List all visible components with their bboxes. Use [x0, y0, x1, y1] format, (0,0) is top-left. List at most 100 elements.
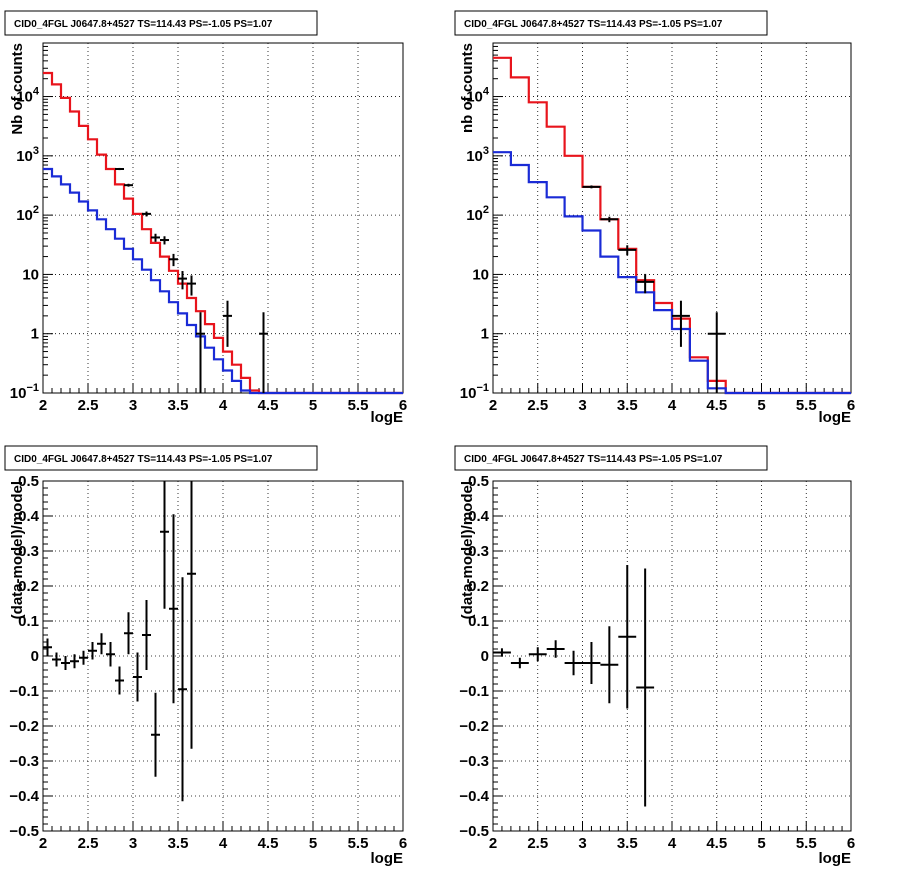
data-point: [187, 275, 196, 296]
y-tick-label: 0.2: [468, 578, 489, 595]
chart-title: CID0_4FGL J0647.8+4527 TS=114.43 PS=-1.0…: [464, 19, 723, 30]
data-point: [178, 271, 187, 290]
x-tick-label: 3.5: [168, 835, 189, 852]
y-tick-label: 0: [31, 648, 39, 665]
y-tick-label: 0.4: [18, 508, 40, 525]
chart-title-box: [454, 445, 768, 471]
x-tick-label: 5: [309, 835, 317, 852]
x-axis-title: logE: [371, 850, 404, 867]
y-tick-label: −0.1: [9, 683, 39, 700]
y-axis-title: (data-model)/model: [9, 481, 26, 619]
x-tick-label: 4.5: [258, 835, 279, 852]
y-tick-label: −0.2: [459, 718, 489, 735]
x-axis-title: logE: [819, 850, 852, 867]
y-tick-label: −0.2: [9, 718, 39, 735]
data-point: [178, 577, 187, 802]
y-axis-title: Nb of counts: [9, 43, 26, 135]
chart-title: CID0_4FGL J0647.8+4527 TS=114.43 PS=-1.0…: [14, 19, 273, 30]
data-point: [618, 565, 637, 709]
x-tick-label: 4: [668, 397, 677, 414]
x-tick-label: 2: [489, 397, 497, 414]
y-tick-label: 10: [472, 266, 489, 283]
x-tick-label: 6: [399, 835, 407, 852]
data-point: [528, 647, 547, 662]
y-tick-label: −0.4: [9, 788, 39, 805]
y-tick-label: 0.3: [468, 543, 489, 560]
y-tick-label: 10−1: [10, 382, 39, 402]
y-tick-label: 1: [31, 326, 39, 343]
y-tick-label: 0.5: [468, 473, 489, 490]
y-tick-label: 10: [22, 266, 39, 283]
data-point: [124, 183, 133, 187]
chart-panel-3: 2 2.5 3 3.5 4 4.5 5 5.5 6 −0.5 −0.4 −0.3 −0.2 −0.1 0 0.…: [4, 445, 407, 867]
data-point: [187, 481, 196, 749]
x-tick-label: 3.5: [168, 397, 189, 414]
y-tick-label: 0.1: [468, 613, 489, 630]
y-tick-label: 0.2: [18, 578, 39, 595]
data-point: [160, 236, 169, 245]
x-tick-label: 4: [668, 835, 677, 852]
data-point: [160, 481, 169, 609]
data-point: [61, 656, 70, 670]
y-tick-label: −0.5: [9, 823, 39, 840]
x-tick-label: 4: [219, 397, 228, 414]
plot-frame: [492, 480, 852, 832]
chart-panel-4: 2 2.5 3 3.5 4 4.5 5 5.5 6 −0.5 −0.4 −0.3 −0.2 −0.1 0 0.…: [454, 445, 855, 867]
x-tick-label: 2: [39, 397, 47, 414]
data-point: [582, 642, 601, 684]
x-tick-label: 3.5: [617, 397, 638, 414]
data-point: [582, 185, 601, 189]
x-tick-label: 2.5: [78, 835, 99, 852]
x-tick-label: 3: [578, 835, 586, 852]
chart-title-box: [4, 10, 318, 36]
x-tick-label: 3.5: [617, 835, 638, 852]
x-tick-label: 2.5: [527, 835, 548, 852]
x-tick-label: 3: [129, 397, 137, 414]
x-tick-label: 6: [847, 835, 855, 852]
y-tick-label: −0.4: [459, 788, 489, 805]
y-tick-label: 0.4: [468, 508, 490, 525]
y-tick-label: 104: [466, 86, 490, 106]
data-point: [600, 626, 619, 704]
data-point: [564, 650, 583, 676]
y-tick-label: 0: [481, 648, 489, 665]
chart-panel-1: 2 2.5 3 3.5 4 4.5 5 5.5 6 10−1 1 10 102 103 104 logE Nb …: [4, 10, 407, 426]
y-tick-label: −0.3: [9, 753, 39, 770]
x-tick-label: 2.5: [78, 397, 99, 414]
y-tick-label: 0.1: [18, 613, 39, 630]
x-tick-label: 5.5: [796, 397, 817, 414]
data-point: [169, 514, 178, 704]
x-tick-label: 4.5: [258, 397, 279, 414]
y-tick-label: 0.5: [18, 473, 39, 490]
y-tick-label: 104: [16, 86, 40, 106]
chart-title: CID0_4FGL J0647.8+4527 TS=114.43 PS=-1.0…: [14, 454, 273, 465]
data-point: [546, 640, 565, 658]
data-point: [169, 253, 178, 267]
data-point: [151, 233, 160, 242]
x-tick-label: 5.5: [796, 835, 817, 852]
x-tick-label: 2: [489, 835, 497, 852]
data-point: [115, 666, 124, 695]
x-tick-label: 5: [309, 397, 317, 414]
data-point: [672, 300, 690, 347]
x-tick-label: 5: [757, 397, 765, 414]
data-point: [493, 648, 511, 657]
y-tick-label: 103: [466, 145, 489, 165]
y-tick-label: 102: [16, 204, 39, 224]
x-axis-title: logE: [371, 409, 404, 426]
x-tick-label: 4: [219, 835, 228, 852]
x-tick-label: 2: [39, 835, 47, 852]
model-component-histogram: [43, 167, 403, 395]
data-point: [106, 642, 115, 667]
y-tick-label: −0.3: [459, 753, 489, 770]
data-point: [223, 300, 232, 347]
data-point: [636, 273, 655, 294]
data-point: [133, 652, 142, 702]
y-tick-label: 0.3: [18, 543, 39, 560]
data-point: [196, 312, 205, 393]
plot-frame: [42, 42, 404, 394]
data-point: [707, 312, 726, 393]
x-tick-label: 5.5: [348, 835, 369, 852]
data-point: [79, 650, 88, 665]
